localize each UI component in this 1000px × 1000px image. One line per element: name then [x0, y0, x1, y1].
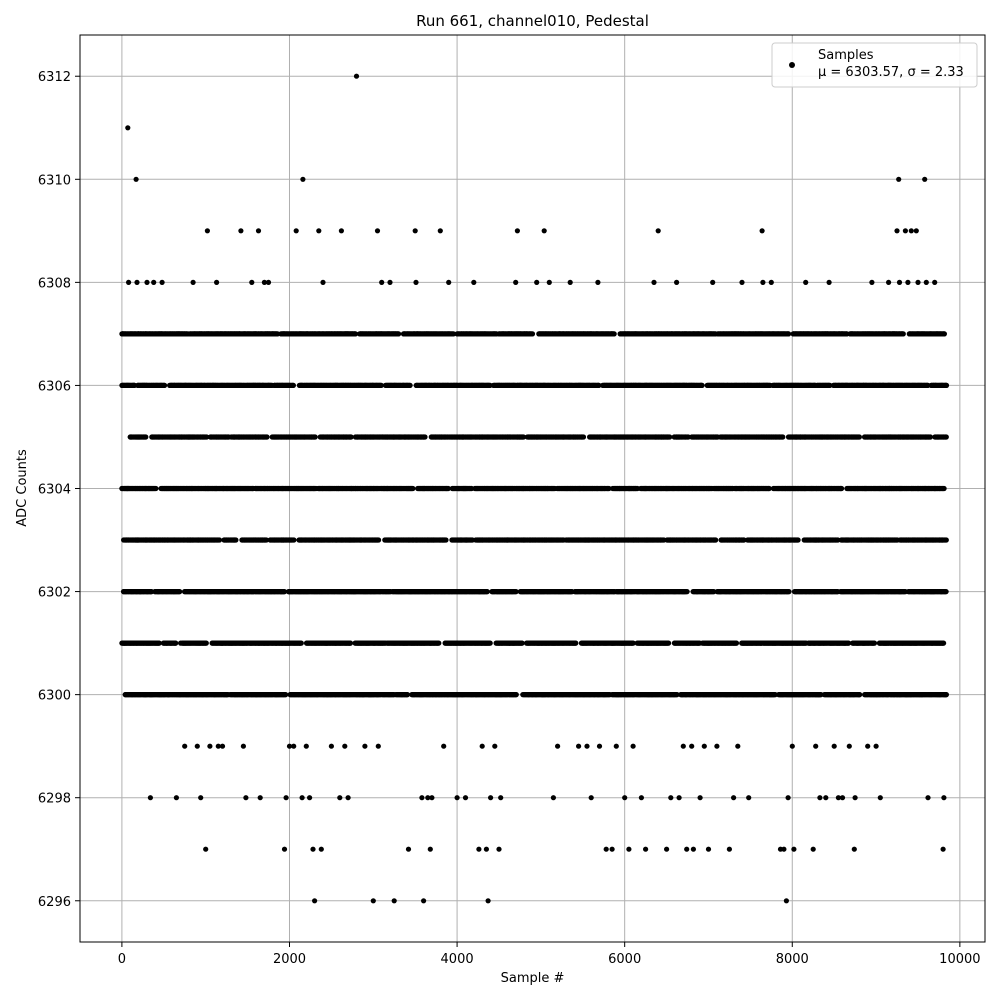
sample-point: [667, 434, 673, 440]
sample-point: [927, 434, 934, 440]
sample-point: [153, 485, 159, 492]
sample-point: [611, 331, 617, 337]
sample-point: [264, 434, 270, 440]
sample-point: [941, 331, 948, 337]
sample-point: [290, 382, 296, 388]
sample-point: [396, 331, 402, 337]
sample-point: [143, 434, 149, 440]
sample-point: [410, 485, 416, 492]
sample-point: [780, 434, 786, 440]
sample-point: [786, 331, 792, 337]
sample-point: [162, 382, 168, 388]
sample-point: [856, 434, 863, 440]
sample-point: [422, 434, 428, 440]
sample-point: [943, 434, 949, 440]
sample-point: [352, 331, 359, 337]
sample-point: [699, 382, 705, 388]
sample-point: [407, 382, 413, 388]
sample-point: [312, 434, 318, 440]
sample-point: [450, 331, 457, 337]
sample-point: [580, 434, 587, 440]
sample-point: [529, 331, 536, 337]
data-points: [119, 73, 950, 904]
sample-point: [900, 331, 906, 337]
